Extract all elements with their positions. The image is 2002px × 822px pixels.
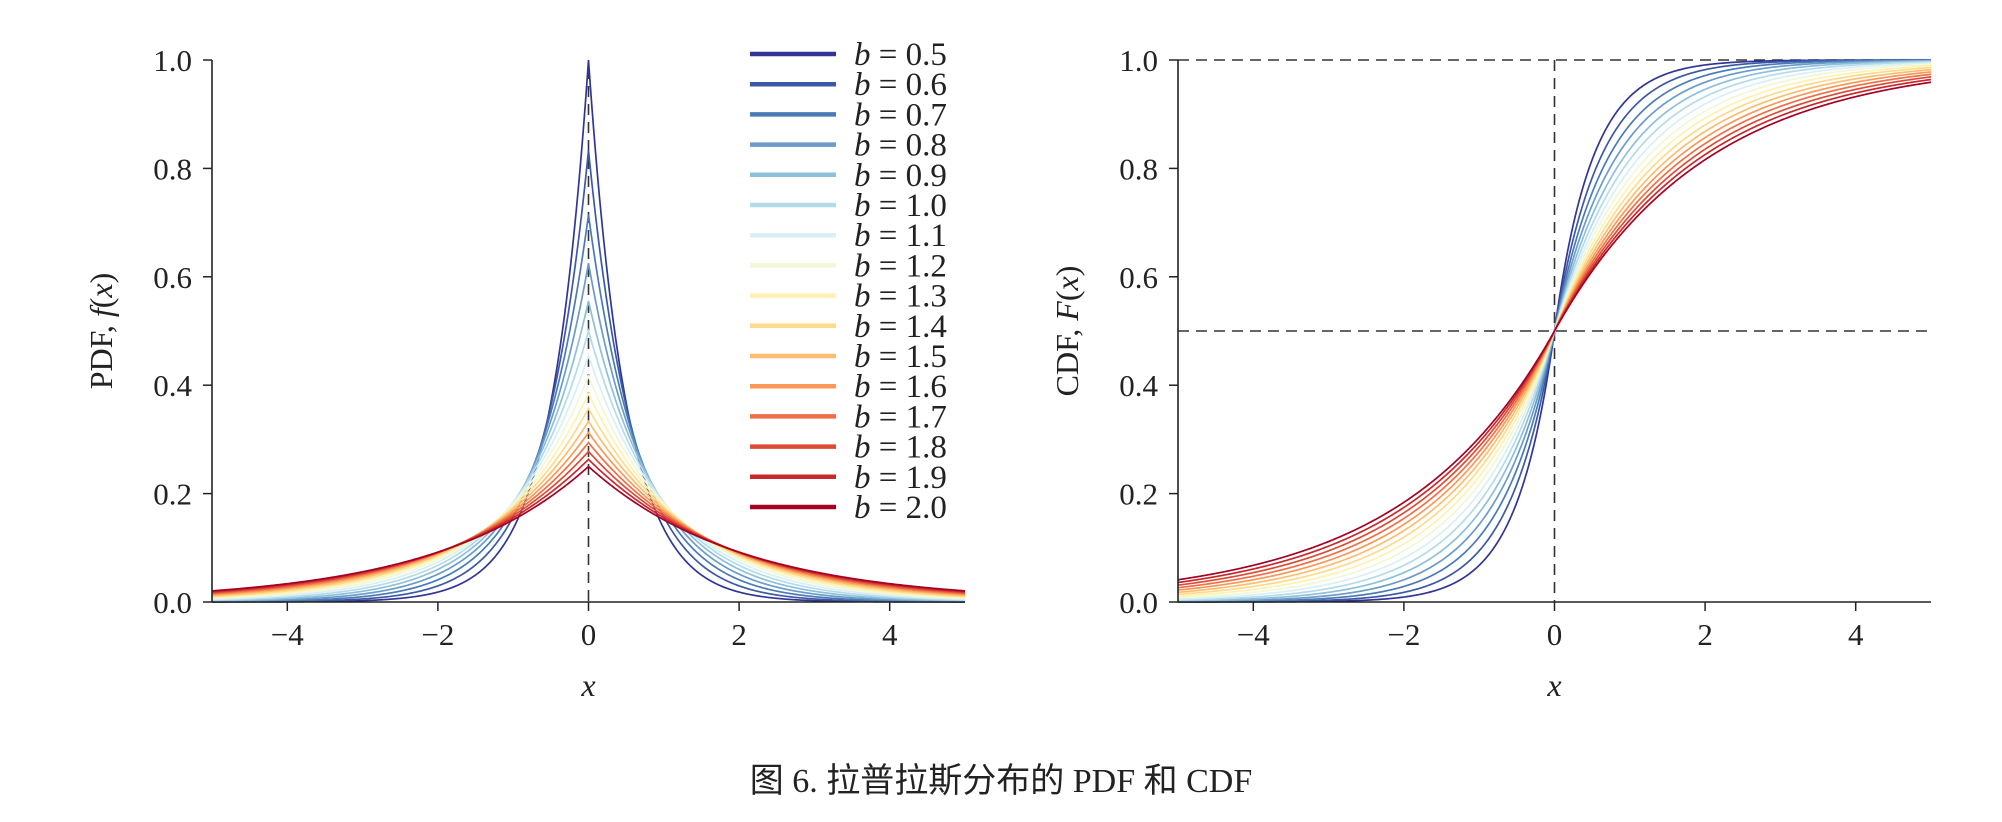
pdf-series-b-1.8 — [211, 450, 966, 594]
legend-entry: b = 0.7 — [854, 97, 947, 133]
legend-entry: b = 1.8 — [854, 430, 947, 466]
pdf-xtick-label: 4 — [882, 617, 898, 652]
pdf-series-b-1.5 — [211, 419, 966, 597]
pdf-series-b-1.9 — [211, 458, 966, 593]
pdf-series-b-1.0 — [211, 327, 966, 602]
pdf-series-b-0.8 — [211, 263, 966, 603]
pdf-ytick-label: 0.0 — [153, 585, 192, 620]
legend-entry: b = 1.5 — [854, 339, 947, 375]
pdf-xtick-label: −4 — [271, 617, 304, 652]
legend-entry: b = 1.1 — [854, 218, 947, 254]
pdf-series-b-1.3 — [211, 391, 966, 599]
pdf-xtick-label: −2 — [421, 617, 454, 652]
pdf-y-label: PDF, f(x) — [83, 273, 119, 390]
legend-entry: b = 1.4 — [854, 309, 947, 345]
cdf-xtick-label: 0 — [1547, 617, 1563, 652]
pdf-ytick-label: 0.2 — [153, 477, 192, 512]
cdf-ytick-label: 0.0 — [1119, 585, 1158, 620]
cdf-xtick-label: 2 — [1697, 617, 1713, 652]
legend-entry: b = 1.9 — [854, 460, 947, 496]
pdf-series-b-1.2 — [211, 373, 966, 600]
legend-entry: b = 1.2 — [854, 248, 947, 284]
legend-entry: b = 1.6 — [854, 369, 947, 405]
cdf-xtick-label: −2 — [1387, 617, 1420, 652]
pdf-xtick-label: 0 — [581, 617, 597, 652]
cdf-x-label: x — [1546, 667, 1561, 703]
pdf-ytick-label: 0.8 — [153, 151, 192, 186]
cdf-ytick-label: 0.8 — [1119, 151, 1158, 186]
cdf-ytick-label: 1.0 — [1119, 43, 1158, 78]
pdf-series-b-0.7 — [212, 214, 965, 603]
pdf-series-b-2.0 — [211, 465, 966, 592]
pdf-ytick-label: 1.0 — [153, 43, 192, 78]
figure-caption: 图 6. 拉普拉斯分布的 PDF 和 CDF — [750, 762, 1253, 800]
cdf-y-label: CDF, F(x) — [1049, 266, 1085, 397]
pdf-panel: −4 −2 0 2 4 0.0 0.2 0.4 0.6 0.8 1.0 x PDF, f(x) — [83, 43, 966, 703]
cdf-ytick-label: 0.2 — [1119, 477, 1158, 512]
legend-entry: b = 1.7 — [854, 399, 947, 435]
pdf-ytick-label: 0.4 — [153, 368, 192, 403]
legend-entry: b = 0.8 — [854, 128, 947, 164]
cdf-xtick-label: 4 — [1848, 617, 1864, 652]
legend: b = 0.5b = 0.6b = 0.7b = 0.8b = 0.9b = 1… — [750, 37, 947, 526]
cdf-ytick-label: 0.4 — [1119, 368, 1158, 403]
pdf-series-b-1.1 — [211, 352, 966, 601]
legend-entry: b = 0.9 — [854, 158, 947, 194]
pdf-xtick-label: 2 — [731, 617, 747, 652]
legend-entry: b = 0.6 — [854, 67, 947, 103]
pdf-ytick-label: 0.6 — [153, 260, 192, 295]
pdf-series-b-0.6 — [212, 150, 965, 603]
legend-entry: b = 1.0 — [854, 188, 947, 224]
legend-entry: b = 1.3 — [854, 279, 947, 315]
cdf-panel: −4 −2 0 2 4 0.0 0.2 0.4 0.6 0.8 1.0 x CDF, F(x) — [1049, 43, 1932, 703]
pdf-series-b-1.4 — [211, 406, 966, 598]
pdf-series-b-1.6 — [211, 431, 966, 596]
cdf-series-b-2.0 — [1177, 81, 1932, 581]
cdf-xtick-label: −4 — [1237, 617, 1270, 652]
pdf-series-b-1.7 — [211, 441, 966, 595]
legend-entry: b = 0.5 — [854, 37, 947, 73]
legend-entry: b = 2.0 — [854, 490, 947, 526]
cdf-ytick-label: 0.6 — [1119, 260, 1158, 295]
pdf-series-b-0.9 — [211, 300, 966, 602]
pdf-x-label: x — [580, 667, 595, 703]
